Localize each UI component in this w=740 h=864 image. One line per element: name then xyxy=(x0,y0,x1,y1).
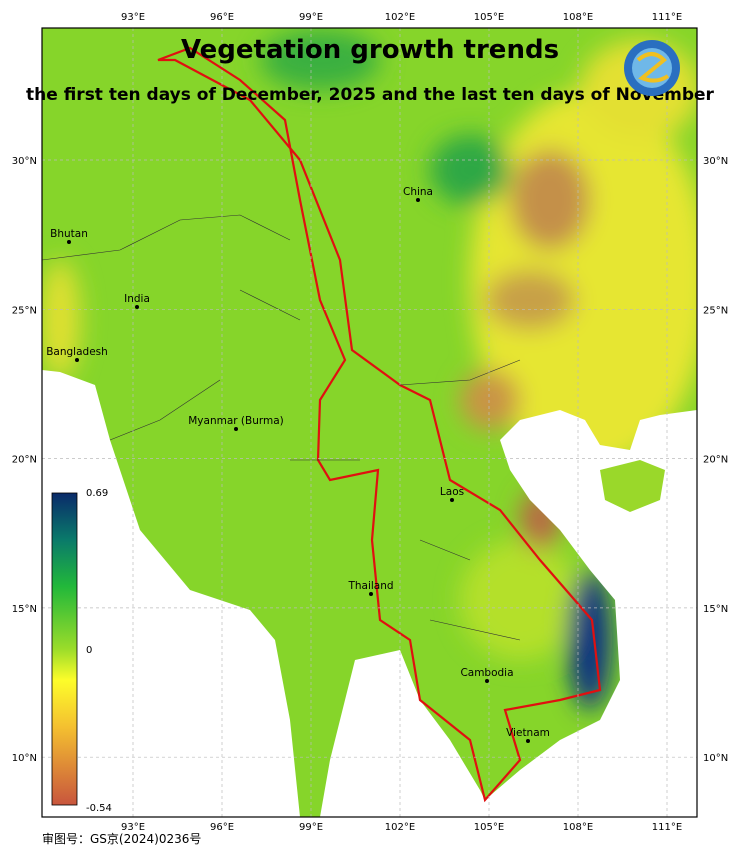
place-dot xyxy=(485,679,489,683)
place-dot xyxy=(416,198,420,202)
subtitle: the first ten days of December, 2025 and… xyxy=(26,85,715,105)
colorbar: 0.69 0 -0.54 xyxy=(51,488,112,814)
place-dot xyxy=(369,592,373,596)
place-dot xyxy=(67,240,71,244)
lon-label: 111°E xyxy=(652,12,682,23)
place-label: Laos xyxy=(440,486,464,498)
lon-label: 105°E xyxy=(474,12,504,23)
colorbar-zero: 0 xyxy=(86,645,92,656)
map-area xyxy=(42,28,697,817)
place-label: Bangladesh xyxy=(46,346,108,358)
lon-label: 93°E xyxy=(121,12,145,23)
place-label: Myanmar (Burma) xyxy=(188,415,284,427)
map-frame xyxy=(41,27,698,818)
colorbar-scale xyxy=(51,492,78,806)
lon-label: 99°E xyxy=(299,12,323,23)
place-dot xyxy=(526,739,530,743)
lon-label: 102°E xyxy=(385,822,415,833)
place-label: Thailand xyxy=(347,580,393,592)
title: Vegetation growth trends xyxy=(181,35,559,65)
colorbar-min: -0.54 xyxy=(86,803,112,814)
place-dot xyxy=(75,358,79,362)
lat-label: 20°N xyxy=(12,455,37,466)
colorbar-max: 0.69 xyxy=(86,488,108,499)
lon-label: 93°E xyxy=(121,822,145,833)
lat-label: 15°N xyxy=(703,604,728,615)
footer: 审图号：GS京(2024)0236号 xyxy=(42,831,201,846)
place-label: Bhutan xyxy=(50,228,88,240)
lon-label: 99°E xyxy=(299,822,323,833)
lon-label: 102°E xyxy=(385,12,415,23)
lat-label: 30°N xyxy=(703,156,728,167)
lat-label: 20°N xyxy=(703,455,728,466)
lat-label: 10°N xyxy=(703,753,728,764)
place-label: Cambodia xyxy=(460,667,513,679)
logo xyxy=(624,40,680,96)
lon-label: 108°E xyxy=(563,822,593,833)
place-label: China xyxy=(403,186,433,198)
lon-label: 111°E xyxy=(652,822,682,833)
place-label: Vietnam xyxy=(506,727,550,739)
place-dot xyxy=(135,305,139,309)
lon-label: 96°E xyxy=(210,12,234,23)
place-dot xyxy=(234,427,238,431)
lat-label: 25°N xyxy=(12,305,37,316)
place-label: India xyxy=(124,293,150,305)
lat-label: 30°N xyxy=(12,156,37,167)
lat-label: 25°N xyxy=(703,305,728,316)
place-dot xyxy=(450,498,454,502)
lat-label: 10°N xyxy=(12,753,37,764)
lon-label: 105°E xyxy=(474,822,504,833)
lon-label: 108°E xyxy=(563,12,593,23)
lat-label: 15°N xyxy=(12,604,37,615)
lon-label: 96°E xyxy=(210,822,234,833)
